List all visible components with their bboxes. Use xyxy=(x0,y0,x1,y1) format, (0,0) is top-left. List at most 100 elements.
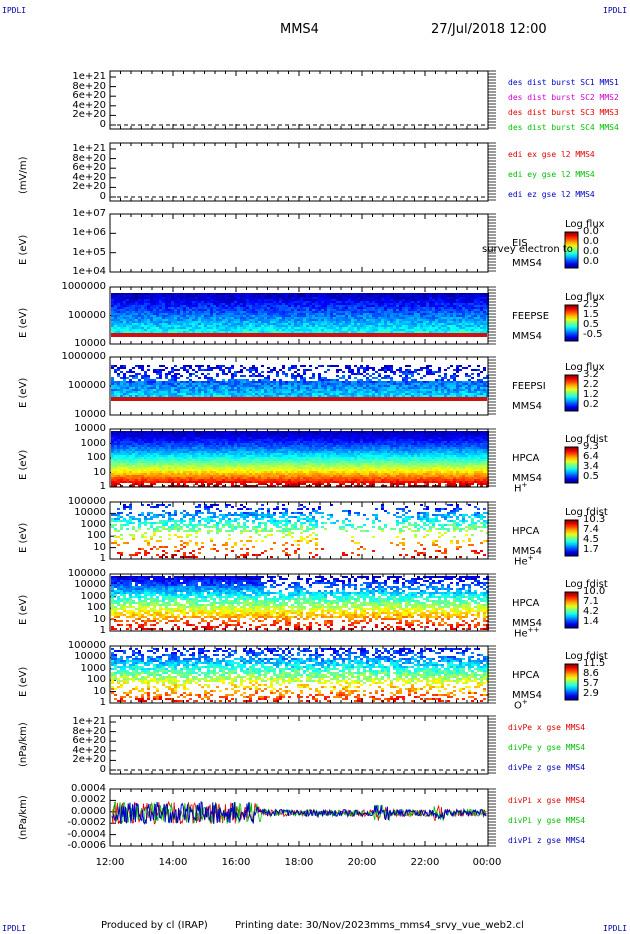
spectrogram-cell xyxy=(432,331,435,333)
spectrogram-cell xyxy=(153,301,156,303)
spectrogram-cell xyxy=(291,303,294,305)
spectrogram-cell xyxy=(426,311,429,313)
spectrogram-cell xyxy=(141,307,144,309)
spectrogram-cell xyxy=(333,303,336,305)
spectrogram-cell xyxy=(270,313,273,315)
spectrogram-cell xyxy=(408,383,411,385)
spectrogram-cell xyxy=(252,389,255,391)
spectrogram-cell xyxy=(285,393,288,395)
spectrogram-cell xyxy=(234,373,237,375)
spectrogram-cell xyxy=(225,393,228,395)
spectrogram-cell xyxy=(126,329,129,331)
spectrogram-cell xyxy=(321,385,324,387)
spectrogram-cell xyxy=(345,319,348,321)
spectrogram-cell xyxy=(444,303,447,305)
spectrogram-cell xyxy=(201,313,204,315)
spectrogram-cell xyxy=(330,327,333,329)
spectrogram-cell xyxy=(300,387,303,389)
spectrogram-cell xyxy=(354,391,357,393)
spectrogram-cell xyxy=(381,309,384,311)
spectrogram-cell xyxy=(336,319,339,321)
spectrogram-cell xyxy=(408,387,411,389)
spectrogram-cell xyxy=(369,297,372,299)
spectrogram-cell xyxy=(267,323,270,325)
spectrogram-cell xyxy=(246,329,249,331)
spectrogram-cell xyxy=(150,313,153,315)
spectrogram-cell xyxy=(264,389,267,391)
spectrogram-cell xyxy=(210,369,213,371)
spectrogram-cell xyxy=(129,469,132,471)
spectrogram-cell xyxy=(336,383,339,385)
spectrogram-cell xyxy=(288,385,291,387)
spectrogram-cell xyxy=(147,447,150,449)
spectrogram-cell xyxy=(156,313,159,315)
spectrogram-cell xyxy=(192,385,195,387)
spectrogram-cell xyxy=(264,329,267,331)
spectrogram-cell xyxy=(159,471,162,473)
spectrogram-cell xyxy=(381,307,384,309)
spectrogram-cell xyxy=(450,393,453,395)
spectrogram-cell xyxy=(456,383,459,385)
spectrogram-cell xyxy=(306,331,309,333)
spectrogram-cell xyxy=(126,437,129,439)
spectrogram-cell xyxy=(477,329,480,331)
spectrogram-cell xyxy=(408,369,411,371)
spectrogram-cell xyxy=(456,381,459,383)
spectrogram-cell xyxy=(315,309,318,311)
spectrogram-cell xyxy=(165,381,168,383)
spectrogram-cell xyxy=(198,327,201,329)
spectrogram-cell xyxy=(441,307,444,309)
spectrogram-cell xyxy=(120,457,123,459)
spectrogram-cell xyxy=(432,381,435,383)
spectrogram-cell xyxy=(132,471,135,473)
spectrogram-cell xyxy=(240,311,243,313)
spectrogram-cell xyxy=(225,315,228,317)
spectrogram-cell xyxy=(219,317,222,319)
spectrogram-cell xyxy=(135,471,138,473)
spectrogram-cell xyxy=(390,389,393,391)
spectrogram-cell xyxy=(384,389,387,391)
spectrogram-cell xyxy=(348,329,351,331)
spectrogram-cell xyxy=(381,391,384,393)
spectrogram-cell xyxy=(372,303,375,305)
spectrogram-cell xyxy=(420,299,423,301)
spectrogram-cell xyxy=(471,327,474,329)
spectrogram-cell xyxy=(129,463,132,465)
spectrogram-cell xyxy=(363,395,366,397)
spectrogram-cell xyxy=(237,297,240,299)
spectrogram-cell xyxy=(450,323,453,325)
spectrogram-cell xyxy=(120,451,123,453)
spectrogram-cell xyxy=(354,303,357,305)
colorbar xyxy=(564,304,579,342)
spectrogram-cell xyxy=(330,309,333,311)
spectrogram-cell xyxy=(351,307,354,309)
spectrogram-cell xyxy=(129,393,132,395)
spectrogram-cell xyxy=(249,321,252,323)
spectrogram-cell xyxy=(159,439,162,441)
spectrogram-cell xyxy=(468,391,471,393)
spectrogram-cell xyxy=(291,315,294,317)
spectrogram-cell xyxy=(468,295,471,297)
spectrogram-cell xyxy=(303,311,306,313)
spectrogram-cell xyxy=(336,371,339,373)
spectrogram-cell xyxy=(264,321,267,323)
spectrogram-cell xyxy=(186,377,189,379)
spectrogram-cell xyxy=(435,331,438,333)
spectrogram-cell xyxy=(210,393,213,395)
spectrogram-cell xyxy=(159,435,162,437)
spectrogram-cell xyxy=(444,295,447,297)
spectrogram-cell xyxy=(120,443,123,445)
spectrogram-cell xyxy=(261,329,264,331)
spectrogram-cell xyxy=(345,327,348,329)
spectrogram-cell xyxy=(123,469,126,471)
spectrogram-cell xyxy=(270,311,273,313)
spectrogram-cell xyxy=(126,479,129,481)
spectrogram-cell xyxy=(189,331,192,333)
spectrogram-cell xyxy=(165,433,168,435)
spectrogram-cell xyxy=(393,327,396,329)
spectrogram-cell xyxy=(150,297,153,299)
spectrogram-cell xyxy=(348,313,351,315)
spectrogram-cell xyxy=(378,389,381,391)
spectrogram-cell xyxy=(333,379,336,381)
spectrogram-cell xyxy=(174,299,177,301)
